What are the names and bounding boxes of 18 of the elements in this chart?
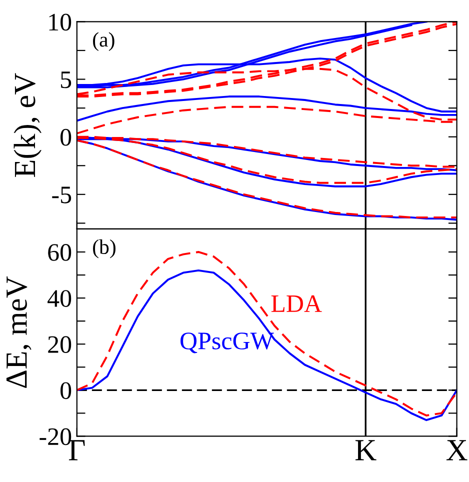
series-label: LDA (271, 295, 322, 312)
y-axis-title: ΔE, meV (6, 276, 32, 388)
x-tick-label: X (446, 440, 468, 460)
y-tick-label: 20 (48, 336, 72, 354)
y-tick-label: -5 (52, 186, 72, 204)
y-tick-label: 5 (61, 72, 72, 88)
annotation: (a) (93, 32, 114, 51)
y-tick-label: 10 (49, 14, 72, 31)
y-tick-label: 0 (60, 128, 72, 146)
x-tick-label: Γ (68, 440, 85, 460)
annotation: (b) (93, 239, 116, 258)
y-axis-title: E(k), eV (14, 73, 42, 178)
series-label: QPscGW (180, 332, 274, 354)
y-tick-label: 40 (48, 290, 72, 307)
y-tick-label: 0 (60, 382, 72, 400)
x-tick-label: K (355, 440, 376, 460)
y-tick-label: 60 (48, 244, 72, 261)
y-tick-label: -20 (40, 428, 72, 446)
